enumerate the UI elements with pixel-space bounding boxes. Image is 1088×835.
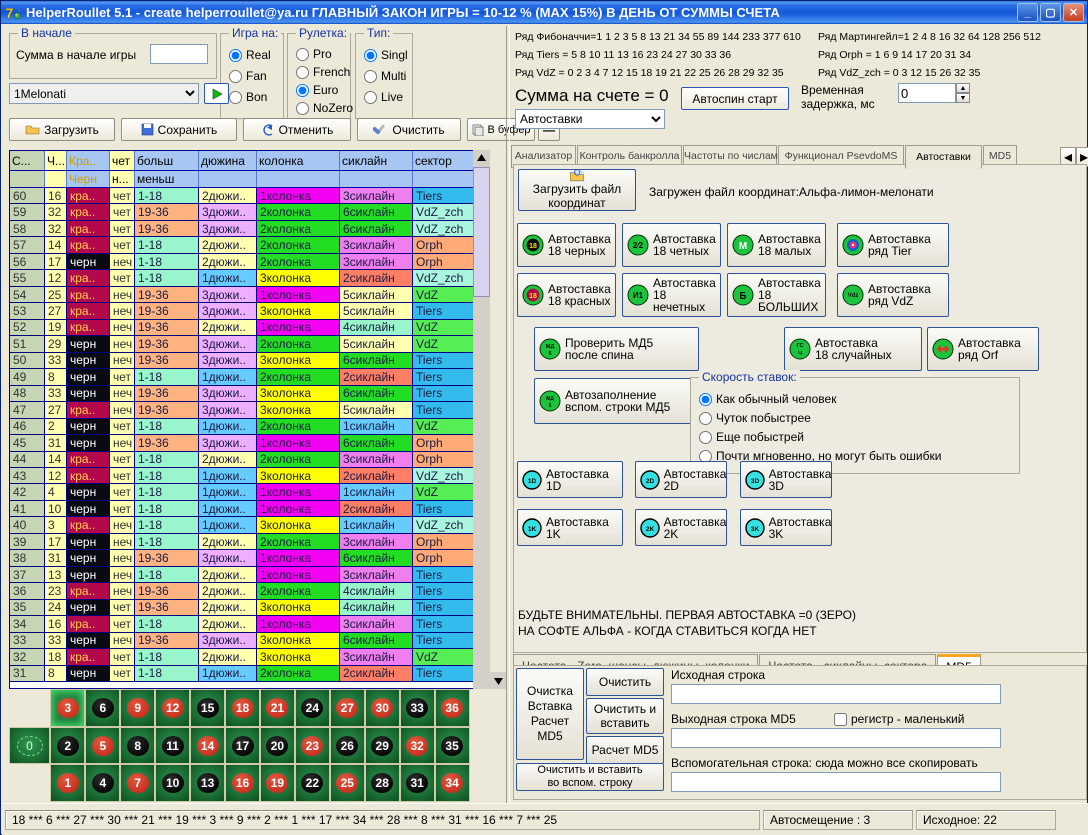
svg-text:7: 7 [6,5,14,21]
svg-text:5: 5 [548,351,551,357]
svg-text:1D: 1D [528,478,537,485]
svg-text:MД: MД [546,344,555,350]
svg-text:3D: 3D [750,478,759,485]
svg-text:2⁄2: 2⁄2 [633,241,644,250]
svg-text:Ч: Ч [798,351,802,357]
svg-text:M: M [739,241,747,252]
svg-text:Vdz: Vdz [848,293,859,299]
svg-text:5: 5 [549,403,552,409]
svg-text:2D: 2D [645,478,654,485]
svg-text:MД: MД [546,396,554,402]
svg-text:И1: И1 [633,291,644,300]
svg-text:1K: 1K [528,526,537,533]
svg-text:3K: 3K [750,526,759,533]
svg-text:ГС: ГС [796,343,803,349]
svg-text:Б: Б [739,291,746,302]
svg-text:18: 18 [529,293,537,300]
svg-text:2K: 2K [645,526,654,533]
svg-text:18: 18 [529,243,537,250]
